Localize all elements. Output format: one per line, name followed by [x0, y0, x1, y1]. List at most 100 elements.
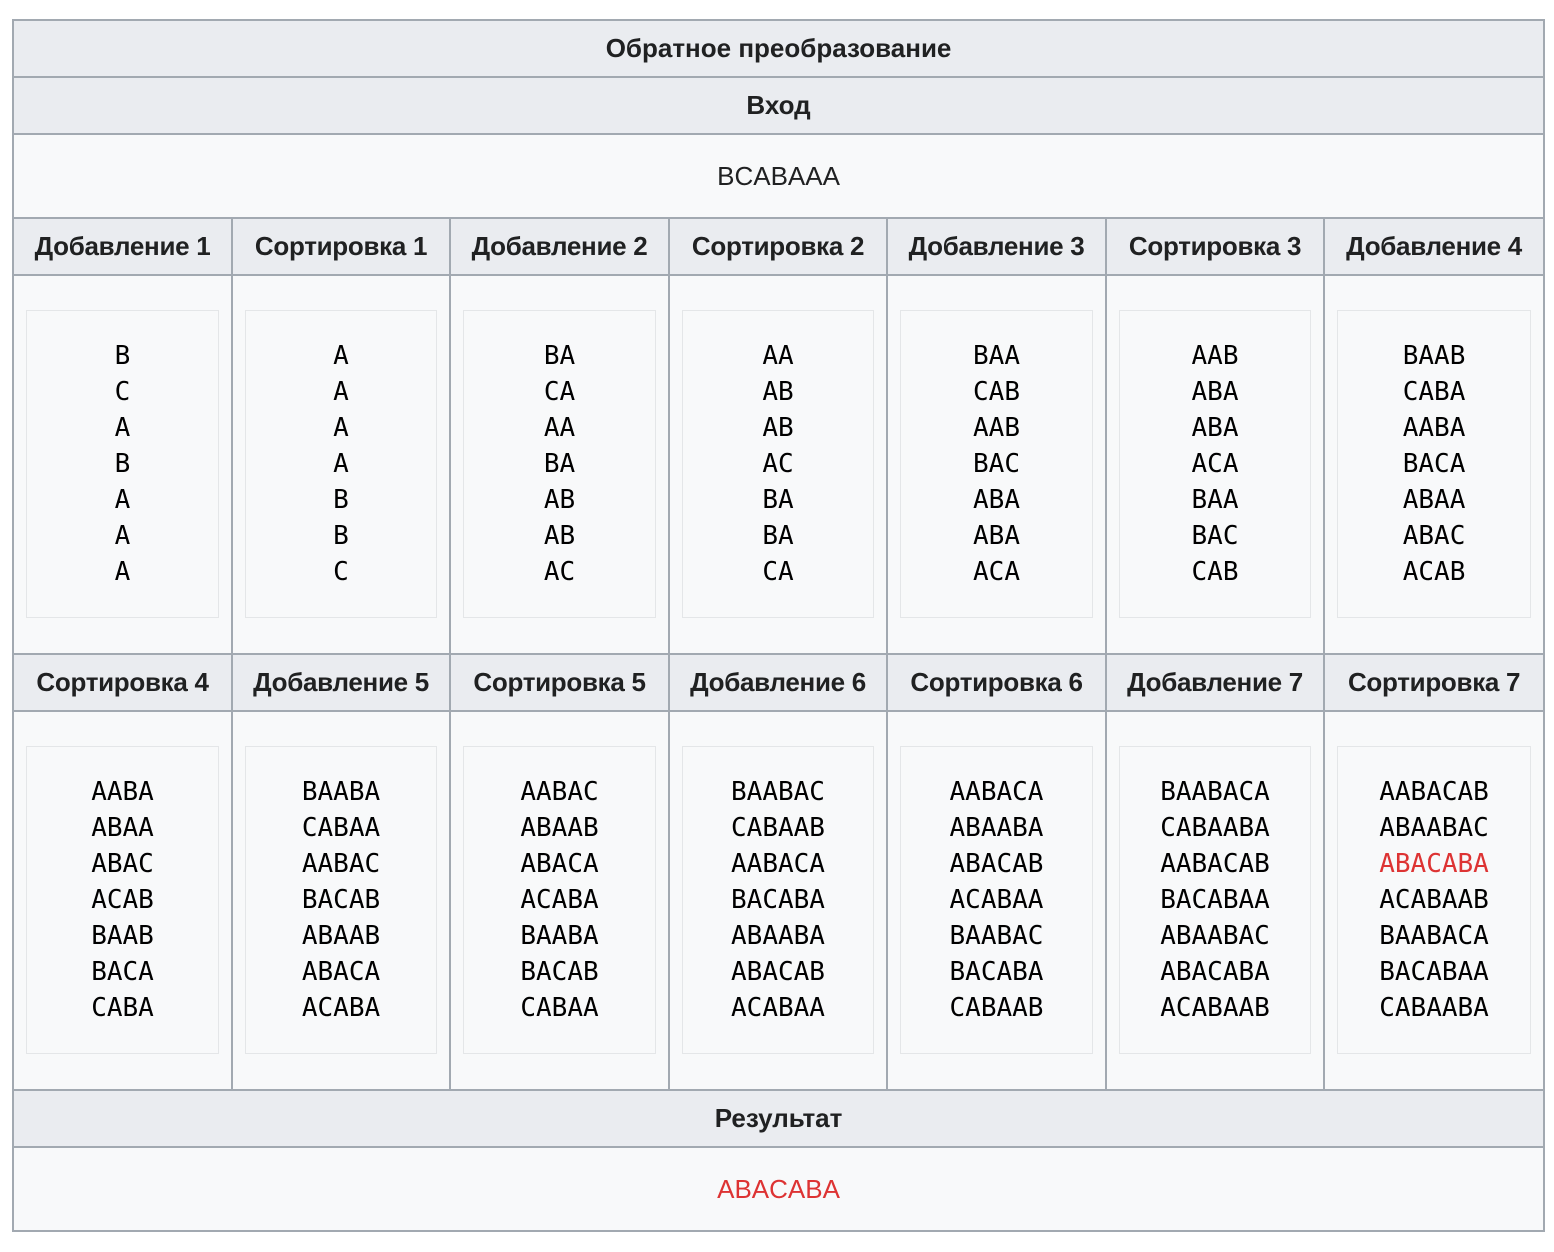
string-line: ABAABAC	[1160, 921, 1270, 951]
string-line: AABACA	[949, 777, 1044, 807]
string-line: BAA	[973, 341, 1020, 371]
string-line: CABA	[1402, 377, 1466, 407]
string-line: ACABAAB	[1160, 993, 1270, 1023]
string-line: B	[114, 449, 131, 479]
string-line: ABAA	[1402, 485, 1466, 515]
string-line: A	[114, 485, 131, 515]
string-list: AAB ABA ABA ACA BAA BAC CAB	[1192, 338, 1239, 590]
string-line: BA	[543, 449, 576, 479]
string-line: ABACAB	[731, 957, 825, 987]
string-line: BACABA	[949, 957, 1044, 987]
step-header: Сортировка 6	[886, 653, 1107, 712]
string-line: ACAB	[1402, 557, 1466, 587]
string-line: BAABA	[520, 921, 599, 951]
step-box: BAABA CABAA AABAC BACAB ABAAB ABACA ACABA	[245, 746, 437, 1054]
result-value: ABACABA	[11, 1146, 1546, 1232]
string-line: ABACAB	[949, 849, 1044, 879]
string-line: CAB	[1191, 557, 1239, 587]
string-line: A	[114, 413, 131, 443]
string-line: BA	[543, 341, 576, 371]
string-line: AABACAB	[1160, 849, 1270, 879]
string-line: CABAABA	[1160, 813, 1270, 843]
string-line: BA	[762, 485, 794, 515]
step-content-row: B C A B A A A A A A A B B C BA CA AA BA AB AB AC AA AB AB AC BA BA…	[12, 274, 1546, 655]
string-list: AA AB AB AC BA BA CA	[762, 338, 793, 590]
string-line: BACAB	[520, 957, 599, 987]
string-line: AA	[543, 413, 576, 443]
string-line: ACABA	[301, 993, 381, 1023]
string-line: BAC	[973, 449, 1020, 479]
string-line: B	[333, 521, 349, 551]
string-line: ACABAA	[949, 885, 1044, 915]
step-header: Добавление 4	[1322, 217, 1546, 276]
string-line: B	[114, 341, 131, 371]
string-line: AB	[762, 413, 794, 443]
string-line: BAABACA	[1160, 777, 1270, 807]
string-line: AA	[762, 341, 794, 371]
string-line: AABA	[1402, 413, 1466, 443]
step-header: Добавление 7	[1105, 653, 1325, 712]
step-box: AABA ABAA ABAC ACAB BAAB BACA CABA	[26, 746, 219, 1054]
step-cell: AABAC ABAAB ABACA ACABA BAABA BACAB CABAA	[449, 710, 670, 1091]
string-line: CABAA	[301, 813, 381, 843]
string-line: CABAAB	[731, 813, 825, 843]
string-line: ABACA	[301, 957, 381, 987]
step-box: AAB ABA ABA ACA BAA BAC CAB	[1119, 310, 1311, 618]
string-line: BACABA	[731, 885, 825, 915]
string-line: ABACABA	[1160, 957, 1270, 987]
string-line: ABAABA	[731, 921, 825, 951]
string-line: ACAB	[91, 885, 154, 915]
string-line: BAABAC	[731, 777, 825, 807]
step-cell: BAAB CABA AABA BACA ABAA ABAC ACAB	[1322, 274, 1546, 655]
step-box: BAAB CABA AABA BACA ABAA ABAC ACAB	[1337, 310, 1532, 618]
step-cell: AABACA ABAABA ABACAB ACABAA BAABAC BACABA CABA…	[886, 710, 1107, 1091]
string-line: BACA	[91, 957, 154, 987]
string-line: AABACA	[731, 849, 825, 879]
string-line: BAAB	[91, 921, 154, 951]
string-line: A	[333, 341, 349, 371]
step-header: Сортировка 3	[1105, 217, 1325, 276]
string-line: ABAABAC	[1379, 813, 1489, 843]
string-line: ABAAB	[520, 813, 599, 843]
string-line: ACABAAB	[1379, 885, 1489, 915]
step-box: AABAC ABAAB ABACA ACABA BAABA BACAB CABAA	[463, 746, 656, 1054]
step-header: Добавление 1	[12, 217, 233, 276]
string-line: A	[114, 557, 131, 587]
step-header-row: Сортировка 4 Добавление 5 Сортировка 5 Доба…	[12, 653, 1546, 712]
string-line: ABAC	[1402, 521, 1466, 551]
string-line: AC	[543, 557, 576, 587]
string-line: BACAB	[301, 885, 381, 915]
string-line: BACA	[1402, 449, 1466, 479]
step-header: Сортировка 2	[668, 217, 888, 276]
string-line: ACA	[973, 557, 1020, 587]
step-header: Добавление 2	[449, 217, 670, 276]
step-cell: AA AB AB AC BA BA CA	[668, 274, 888, 655]
string-list: AABACAB ABAABAC ABACABA ACABAAB BAABACA BACAB…	[1379, 774, 1489, 1026]
string-list: BAAB CABA AABA BACA ABAA ABAC ACAB	[1403, 338, 1466, 590]
string-line: ABAAB	[301, 921, 381, 951]
string-line: AB	[762, 377, 794, 407]
string-line: ABAABA	[949, 813, 1044, 843]
input-value: BCABAAA	[11, 133, 1546, 219]
step-header: Добавление 5	[231, 653, 451, 712]
string-line: BAC	[1191, 521, 1239, 551]
string-line: CABAAB	[949, 993, 1044, 1023]
step-box: BAA CAB AAB BAC ABA ABA ACA	[900, 310, 1093, 618]
step-header-row: Добавление 1 Сортировка 1 Добавление 2 Сорт…	[12, 217, 1546, 276]
step-cell: BAABAC CABAAB AABACA BACABA ABAABA ABACAB ACAB…	[668, 710, 888, 1091]
string-line: AABAC	[520, 777, 599, 807]
string-line: BACABAA	[1160, 885, 1270, 915]
string-line: A	[333, 449, 349, 479]
string-line: BAABACA	[1379, 921, 1489, 951]
string-line: BAABAC	[949, 921, 1044, 951]
inverse-transform-table: Обратное преобразование Вход BCABAAA Доб…	[11, 19, 1546, 1232]
string-list: AABACA ABAABA ABACAB ACABAA BAABAC BACABA CABA…	[950, 774, 1044, 1026]
string-line: ABA	[973, 521, 1020, 551]
step-box: BAABACA CABAABA AABACAB BACABAA ABAABAC ABACA…	[1119, 746, 1311, 1054]
string-line: BAAB	[1402, 341, 1466, 371]
string-list: BAABAC CABAAB AABACA BACABA ABAABA ABACAB ACAB…	[731, 774, 825, 1026]
string-line: CABAA	[520, 993, 599, 1023]
